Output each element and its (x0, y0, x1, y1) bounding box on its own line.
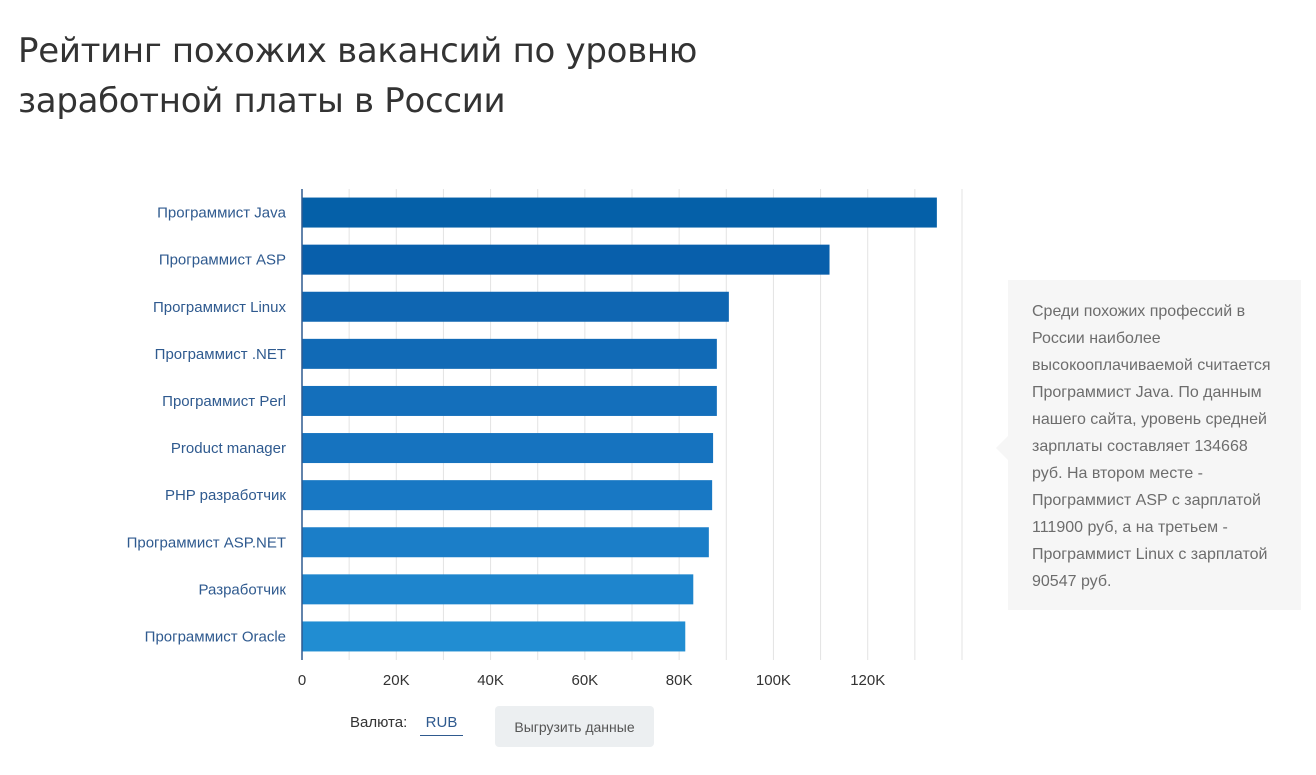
category-label: Программист Oracle (145, 628, 286, 645)
x-tick-label: 40K (477, 672, 504, 689)
bar[interactable] (302, 480, 713, 511)
category-label: Программист ASP.NET (127, 534, 286, 551)
bar[interactable] (302, 338, 717, 369)
bar[interactable] (302, 574, 694, 605)
x-tick-label: 0 (298, 672, 306, 689)
x-tick-label: 100K (756, 672, 791, 689)
info-box-pointer (996, 436, 1008, 460)
category-label: PHP разработчик (165, 487, 286, 504)
salary-bar-chart: Программист Java Программист ASP Программи… (127, 189, 963, 689)
export-data-button[interactable]: Выгрузить данные (495, 706, 654, 747)
category-label: Программист Perl (162, 393, 286, 410)
category-label: Разработчик (199, 581, 287, 598)
currency-select[interactable]: RUB (420, 714, 463, 736)
bar[interactable] (302, 291, 729, 322)
category-label: Программист ASP (159, 252, 286, 269)
bar[interactable] (302, 385, 717, 416)
currency-label: Валюта: (350, 714, 408, 731)
page-title: Рейтинг похожих вакансий по уровню зараб… (18, 31, 698, 121)
bar[interactable] (302, 244, 830, 275)
bar[interactable] (302, 527, 709, 558)
x-tick-label: 60K (572, 672, 599, 689)
x-tick-label: 80K (666, 672, 693, 689)
category-label: Product manager (171, 440, 286, 457)
bar[interactable] (302, 621, 686, 652)
category-label: Программист Java (157, 205, 287, 222)
x-tick-labels: 0 20K 40K 60K 80K 100K 120K (298, 672, 885, 689)
bars (302, 197, 937, 652)
category-labels: Программист Java Программист ASP Программи… (127, 205, 287, 646)
bar[interactable] (302, 197, 937, 228)
category-label: Программист Linux (153, 299, 287, 316)
x-tick-label: 20K (383, 672, 410, 689)
x-tick-label: 120K (850, 672, 885, 689)
category-label: Программист .NET (155, 346, 286, 363)
bar[interactable] (302, 433, 714, 464)
info-box: Среди похожих профессий в России наиболе… (1008, 280, 1301, 610)
